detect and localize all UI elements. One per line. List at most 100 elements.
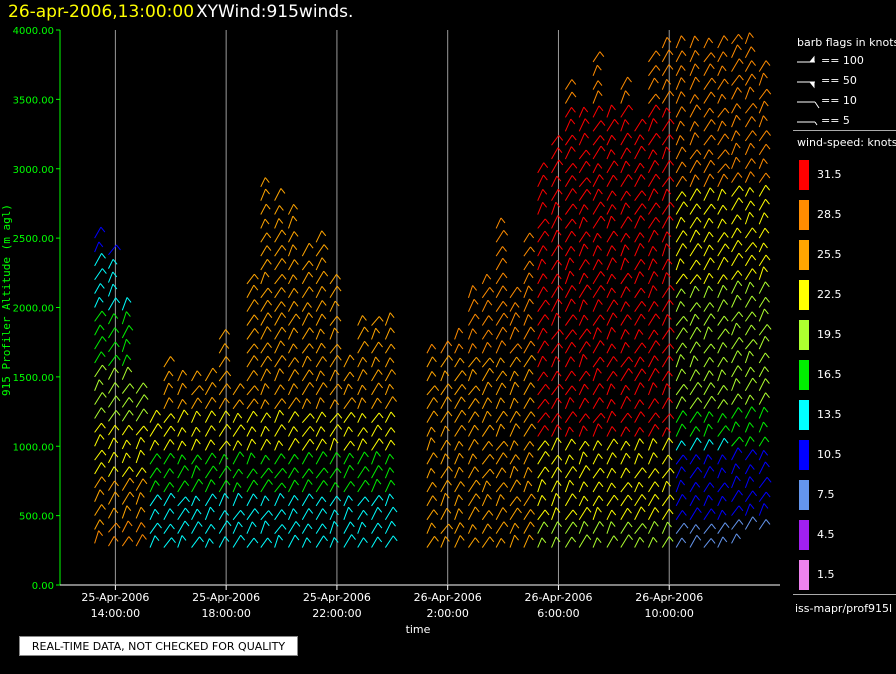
wind-barb-shaft [495,507,504,521]
wind-barb-shaft [620,452,627,465]
wind-barb-shaft [592,65,598,76]
wind-barb-flag [320,426,326,432]
wind-barb-flag [724,522,730,529]
wind-barb-flag [611,287,616,294]
wind-barb-flag [265,188,270,195]
wind-barb-flag [336,285,342,292]
wind-barb-shaft [689,259,697,271]
wind-barb-shaft [495,521,505,534]
wind-barb-shaft [675,35,682,49]
wind-barb-flag [323,480,328,486]
wind-barb-shaft [357,427,364,437]
wind-barb-shaft [620,257,626,271]
wind-barb-flag [545,383,550,390]
wind-barb-flag [641,203,647,209]
wind-barb-flag [542,273,548,279]
wind-barb-shaft [440,340,449,354]
wind-barb-shaft [717,149,726,160]
wind-barb-flag [763,266,768,273]
wind-barb-shaft [648,424,656,437]
wind-barb-shaft [648,340,657,354]
wind-barb-shaft [578,259,586,271]
wind-barb-shaft [509,479,518,493]
wind-barb-shaft [301,413,311,423]
wind-barb-shaft [551,215,559,229]
wind-barb-flag [294,411,300,417]
wind-barb-flag [709,63,715,70]
wind-barb-shaft [135,467,143,478]
wind-barb-shaft [717,399,725,410]
wind-barb-flag [694,35,700,42]
wind-barb-shaft [523,441,531,451]
wind-barb-flag [653,329,659,336]
wind-barb-shaft [592,368,598,382]
wind-barb-flag [557,147,563,153]
wind-barb-shaft [661,536,670,548]
wind-barb-shaft [94,336,103,350]
wind-barb-shaft [717,385,725,396]
wind-barb-flag [529,298,534,305]
wind-barb-flag [611,245,617,251]
wind-barb-flag [696,534,702,541]
wind-barb-flag [503,230,509,236]
wind-barb-flag [711,134,716,141]
wind-barb-flag [267,287,273,294]
wind-barb-flag [199,536,204,543]
wind-barb-shaft [426,482,433,493]
wind-barb-flag [735,156,741,163]
wind-barb-shaft [315,244,325,257]
wind-barb-shaft [509,397,515,409]
wind-barb-flag [556,312,561,319]
wind-barb-shaft [191,438,197,451]
wind-barb-shaft [246,314,255,326]
wind-barb-shaft [564,509,574,521]
wind-barb-shaft [454,452,460,465]
wind-barb-flag [321,411,327,418]
wind-barb-shaft [288,274,294,285]
wind-barb-flag [98,241,104,248]
wind-barb-flag [237,440,243,446]
wind-barb-flag [389,357,395,364]
wind-barb-shaft [426,452,434,465]
wind-barb-shaft [744,490,754,503]
wind-barb-flag [474,411,480,417]
wind-barb-flag [126,297,132,303]
wind-barb-flag [199,385,204,391]
wind-barb-flag [624,119,630,125]
wind-barb-shaft [149,480,156,493]
wind-barb-shaft [454,522,461,534]
wind-barb-flag [642,523,647,529]
wind-barb-flag [226,440,231,447]
wind-barb-flag [502,370,508,377]
wind-barb-flag [683,201,689,208]
wind-barb-flag [696,159,702,166]
wind-barb-shaft [717,51,724,63]
wind-barb-shaft [537,412,547,423]
wind-barb-shaft [551,493,557,507]
wind-barb-shaft [731,87,738,100]
wind-barb-shaft [564,397,571,409]
wind-barb-shaft [301,302,308,312]
wind-barb-flag [516,496,522,502]
wind-barb-shaft [578,177,588,188]
wind-barb-flag [224,493,229,499]
wind-barb-flag [625,202,631,209]
wind-barb-flag [583,299,588,306]
wind-barb-flag [322,508,328,514]
wind-barb-flag [764,366,769,373]
wind-barb-shaft [592,271,602,285]
wind-barb-shaft [94,462,102,475]
wind-barb-flag [349,354,355,361]
wind-barb-shaft [661,188,668,201]
wind-barb-shaft [634,243,641,257]
wind-barb-flag [529,397,535,403]
wind-barb-flag [556,437,562,444]
wind-barb-shaft [717,413,723,423]
wind-barb-flag [447,410,453,417]
wind-barb-shaft [661,494,671,507]
wind-barb-shaft [620,385,627,396]
wind-barb-shaft [163,537,172,548]
wind-barb-shaft [731,270,739,281]
wind-barb-flag [708,494,713,501]
wind-barb-flag [669,327,675,333]
